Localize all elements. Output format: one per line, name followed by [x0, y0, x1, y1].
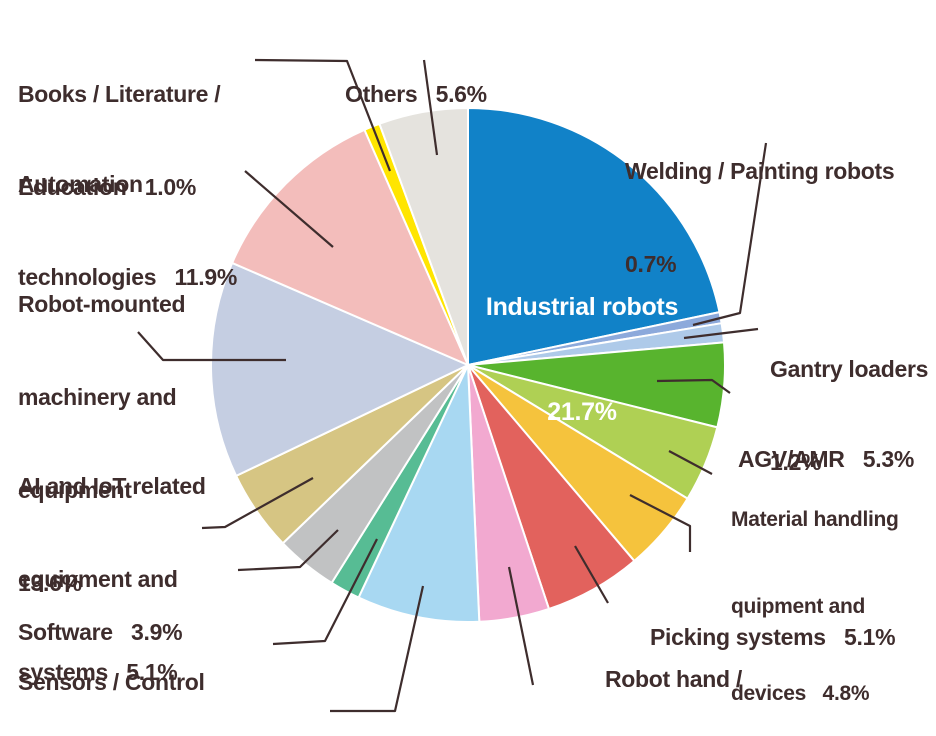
leader-line-welding-painting-robots [692, 142, 768, 327]
slice-label-line: Welding / Painting robots [625, 158, 895, 184]
slice-label-line: AI and IoT related [18, 473, 206, 499]
leader-line-agv-amr [656, 378, 731, 394]
slice-label-line: Robot-mounted [18, 291, 186, 317]
leader-lines [137, 58, 768, 713]
slice-label-books-literature-education: Books / Literature / Education 1.0% [18, 17, 221, 265]
leader-line-material-handling-equipment-devices [668, 450, 713, 475]
slice-label-automation-technologies: Automation technologies 11.9% [18, 107, 237, 355]
leader-line-automation-technologies [244, 170, 334, 248]
slice-label-sensors-control-equipment: Sensors / Control equipment 1.9% [18, 605, 205, 736]
leader-line-books-literature-education [254, 58, 392, 172]
slice-label-welding-painting-robots: Welding / Painting robots 0.7% [625, 94, 895, 342]
slice-label-line: machinery and [18, 384, 177, 410]
slice-label-ai-iot-related-equipment-systems: AI and IoT related equipment and systems… [18, 409, 206, 736]
slice-label-line: Books / Literature / [18, 81, 221, 107]
pie-slice-others [378, 107, 469, 366]
slice-percent: 0.7% [625, 251, 677, 277]
pie-slice-industrial-robots [467, 107, 721, 366]
slice-percent: 21.7% [547, 398, 617, 426]
leader-line-software [237, 529, 339, 572]
slice-percent: 1.2% [770, 449, 822, 475]
slice-label-robot-components: Robot components 4.4% [478, 692, 752, 736]
slice-label-line: equipment and [18, 566, 178, 592]
leader-line-sensors-control-equipment [272, 538, 378, 646]
slice-label-line: equipment [18, 477, 132, 503]
slice-label-robot-mounted-machinery-equipment: Robot-mounted machinery and equipment 13… [18, 227, 186, 661]
slice-percent: devices 4.8% [731, 682, 870, 705]
slice-label-line: Sensors / Control [18, 669, 205, 695]
slice-label-line: Picking systems 5.1% [650, 624, 896, 650]
slice-label-robot-hand-end-effector: Robot hand / End effector 6.1% [605, 602, 805, 736]
slice-label-gantry-loaders: Gantry loaders 1.2% [770, 292, 928, 540]
slice-label-others: Others 5.6% [345, 17, 487, 172]
slice-label-line: Software 3.9% [18, 619, 183, 645]
pie-slice-peripheral-devices [357, 364, 481, 623]
slice-percent: Education 1.0% [18, 174, 196, 200]
slice-label-line: Material handling [731, 508, 899, 531]
leader-line-gantry-loaders [683, 327, 759, 340]
leader-line-peripheral-devices [330, 585, 425, 713]
slice-label-picking-systems: Picking systems 5.1% [650, 560, 896, 715]
slice-label-line: Others 5.6% [345, 81, 487, 107]
leader-line-others [422, 59, 439, 156]
leader-line-robot-components [507, 566, 535, 686]
leader-line-ai-iot-related-equipment-systems [201, 477, 314, 530]
slice-label-agv-amr: AGV/AMR 5.3% [738, 382, 914, 537]
leader-line-picking-systems [629, 494, 692, 552]
pie-slice-robot-mounted-machinery-equipment [210, 261, 469, 477]
slice-label-material-handling-equipment-devices: Material handling quipment and devices 4… [731, 447, 899, 736]
slice-label-industrial-robots: Industrial robots 21.7% [486, 220, 678, 500]
pie-slices [210, 107, 726, 623]
leader-line-robot-hand-end-effector [574, 545, 609, 604]
slice-label-software: Software 3.9% [18, 555, 183, 710]
slice-percent: technologies 11.9% [18, 264, 237, 290]
leader-line-robot-mounted-machinery-equipment [137, 331, 286, 362]
slice-label-line: AGV/AMR 5.3% [738, 446, 915, 472]
slice-label-line: Industrial robots [485, 293, 679, 321]
slice-label-line: Robot hand / [605, 666, 742, 692]
slice-percent: systems 5.1% [18, 659, 178, 685]
slice-percent: 13.6% [18, 570, 82, 596]
slice-label-line: quipment and [731, 595, 866, 618]
slice-label-line: Gantry loaders [770, 356, 929, 382]
slice-label-line: Automation [18, 171, 143, 197]
pie-slice-automation-technologies [231, 128, 469, 366]
